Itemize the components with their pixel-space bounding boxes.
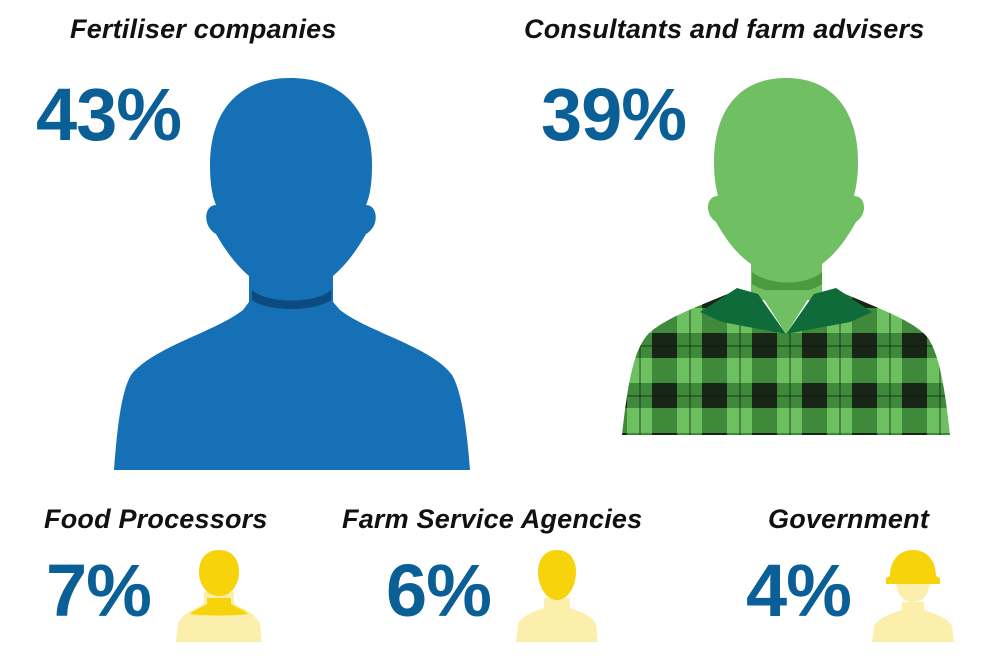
consultants-percent: 39% — [541, 73, 687, 156]
hard-hat-worker-icon — [872, 550, 954, 642]
food-processors-percent: 7% — [46, 549, 152, 632]
farm-service-agencies-percent: 6% — [386, 549, 492, 632]
consultant-shirt — [622, 290, 950, 435]
person-small-icon — [516, 550, 598, 642]
government-label: Government — [768, 504, 930, 534]
farm-service-agencies-label: Farm Service Agencies — [342, 504, 643, 534]
fertiliser-percent: 43% — [36, 73, 182, 156]
food-processors-label: Food Processors — [44, 504, 268, 534]
consultant-collar — [700, 288, 786, 334]
fertiliser-figure — [114, 78, 470, 470]
person-small-icon — [176, 550, 262, 642]
government-percent: 4% — [746, 549, 852, 632]
fertiliser-label: Fertiliser companies — [70, 14, 337, 44]
consultant-head — [707, 78, 865, 300]
consultants-label: Consultants and farm advisers — [524, 14, 925, 44]
